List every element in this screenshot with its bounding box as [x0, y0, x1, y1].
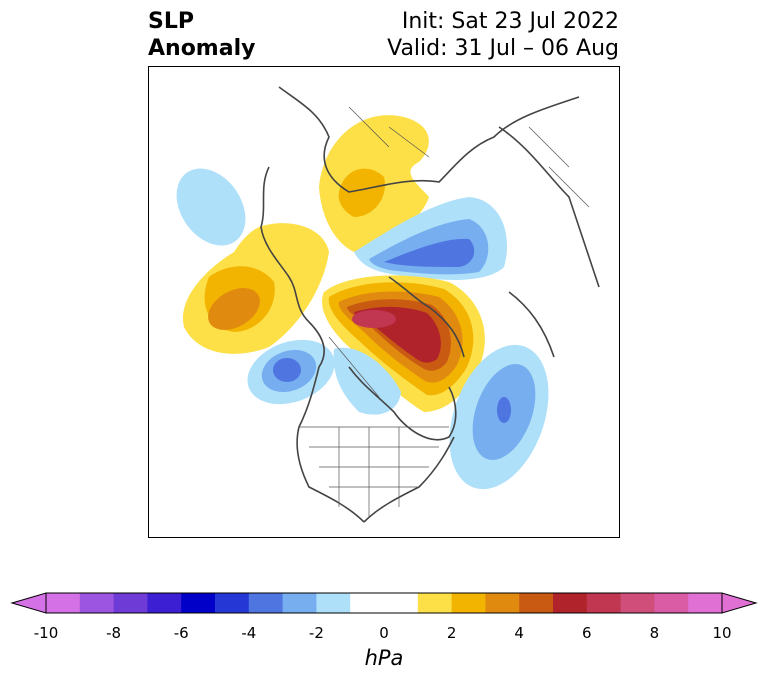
- colorbar-cell: [181, 593, 216, 613]
- colorbar-tick-label: 10: [712, 624, 732, 642]
- valid-range: Valid: 31 Jul – 06 Aug: [387, 36, 619, 61]
- colorbar-cell: [147, 593, 182, 613]
- colorbar-cell: [451, 593, 486, 613]
- colorbar-cell: [384, 593, 419, 613]
- colorbar: [10, 592, 758, 614]
- colorbar-right-extension: [721, 592, 758, 614]
- colorbar-cell: [553, 593, 588, 613]
- colorbar-cell: [586, 593, 622, 613]
- title-variable: SLP: [148, 9, 194, 34]
- colorbar-cell: [79, 593, 115, 613]
- anomaly-low-arctic: [354, 197, 508, 280]
- colorbar-cell: [417, 593, 453, 613]
- anomaly-high-siberia: [319, 115, 429, 252]
- colorbar-cell: [519, 593, 554, 613]
- colorbar-tick-label: 6: [582, 624, 592, 642]
- colorbar-cell: [215, 593, 250, 613]
- colorbar-tick-label: -4: [241, 624, 257, 642]
- colorbar-cell: [113, 593, 148, 613]
- colorbar-cell: [46, 593, 81, 613]
- colorbar-cell: [654, 593, 689, 613]
- political-borders: [299, 106, 590, 517]
- colorbar-cell: [620, 593, 655, 613]
- colorbar-tick-label: -8: [106, 624, 122, 642]
- map-title: SLP Anomaly: [148, 8, 255, 62]
- map-date-info: Init: Sat 23 Jul 2022 Valid: 31 Jul – 06…: [387, 8, 619, 62]
- colorbar-cells: [46, 593, 723, 613]
- colorbar-tick-label: 0: [379, 624, 389, 642]
- title-variable-type: Anomaly: [148, 36, 256, 61]
- colorbar-cell: [316, 593, 351, 613]
- anomaly-high-north-pacific: [183, 223, 329, 354]
- colorbar-cell: [350, 593, 385, 613]
- colorbar-cell: [485, 593, 520, 613]
- colorbar-tick-label: -10: [33, 624, 59, 642]
- colorbar-tick-label: 8: [649, 624, 660, 642]
- init-date: Init: Sat 23 Jul 2022: [401, 9, 619, 34]
- colorbar-tick-label: 4: [514, 624, 524, 642]
- colorbar-left-extension: [10, 592, 47, 614]
- colorbar-unit-label: hPa: [364, 646, 404, 670]
- colorbar-cell: [248, 593, 284, 613]
- colorbar-cell: [688, 593, 723, 613]
- slp-anomaly-map: [176, 86, 600, 523]
- anomaly-high-arctic-canada: [321, 275, 485, 412]
- anomaly-low-north-atlantic: [449, 344, 549, 490]
- colorbar-tick-label: -6: [173, 624, 189, 642]
- colorbar-cell: [282, 593, 317, 613]
- anomaly-low-north-pacific: [176, 168, 246, 246]
- colorbar-tick-label: 2: [446, 624, 457, 642]
- map-panel[interactable]: [148, 66, 620, 538]
- colorbar-outline: [45, 592, 723, 614]
- anomaly-low-canada: [333, 347, 401, 415]
- colorbar-tick-label: -2: [308, 624, 324, 642]
